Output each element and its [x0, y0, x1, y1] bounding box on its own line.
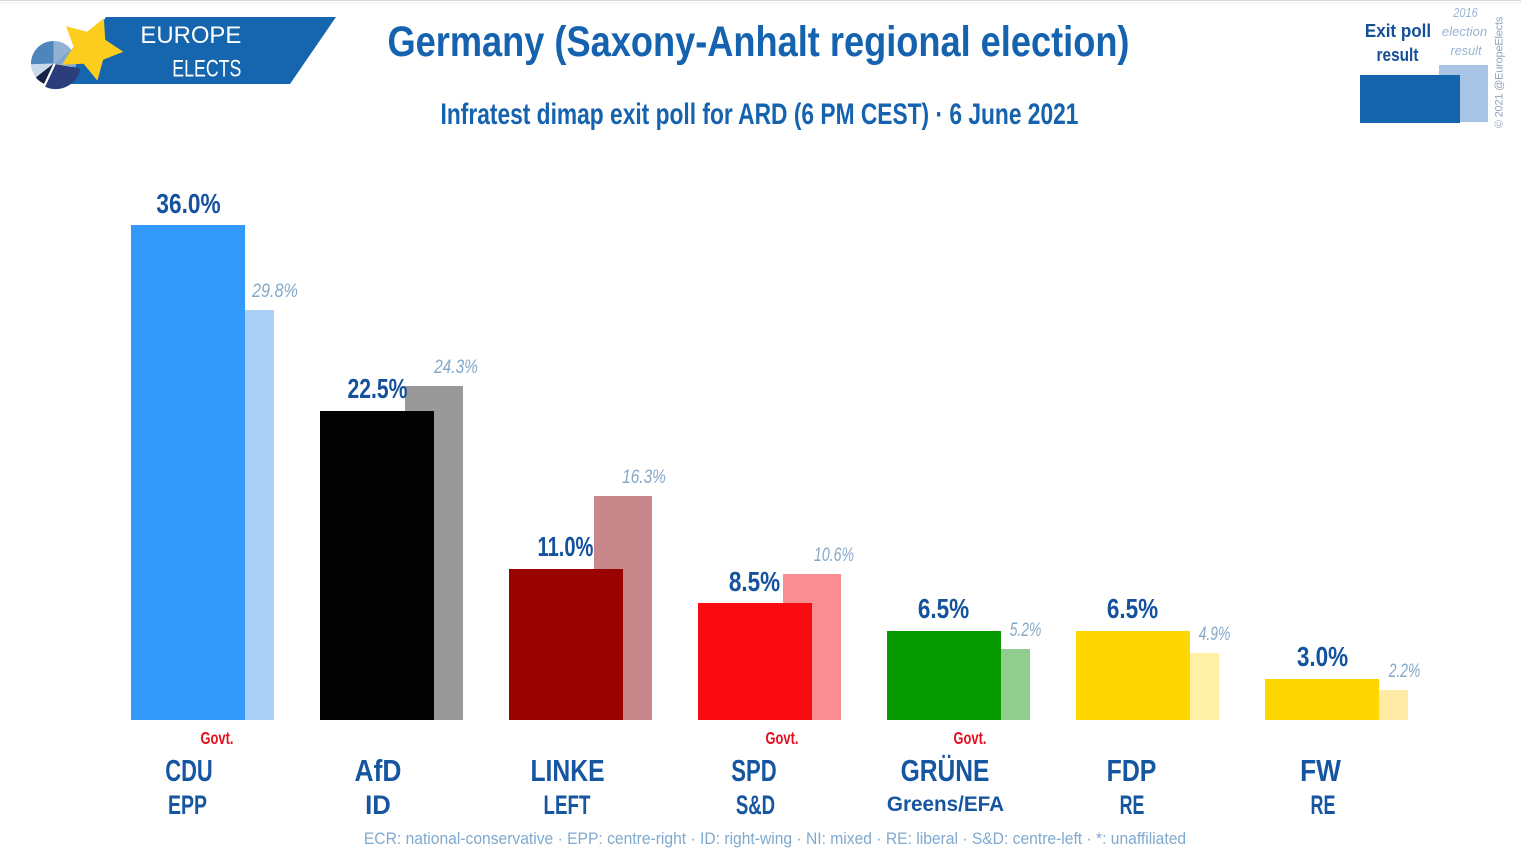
svg-text:EUROPE: EUROPE [140, 22, 241, 49]
svg-text:ELECTS: ELECTS [172, 56, 241, 83]
